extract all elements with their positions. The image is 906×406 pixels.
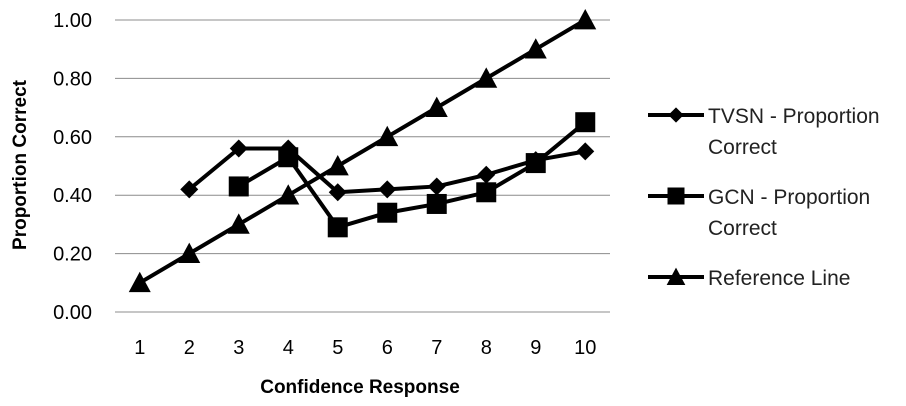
legend-label-line: Reference Line (708, 267, 850, 290)
series-diamond (180, 139, 595, 202)
y-tick-labels: 0.00 0.20 0.40 0.60 0.80 1.00 (53, 10, 92, 324)
data-point-triangle (574, 9, 597, 30)
x-tick-label: 3 (233, 337, 244, 359)
data-point-triangle (128, 271, 151, 293)
legend-label-line: Correct (708, 136, 777, 159)
series-triangle (128, 9, 597, 293)
data-point-triangle (475, 67, 498, 88)
x-tick-label: 7 (431, 337, 442, 359)
y-tick-label: 0.20 (53, 244, 92, 266)
x-tick-label: 1 (134, 337, 145, 359)
legend-label: Reference Line (708, 267, 850, 290)
data-point-diamond (229, 139, 248, 158)
data-point-triangle (277, 184, 300, 205)
data-point-diamond (328, 183, 347, 202)
data-point-diamond (576, 142, 595, 161)
x-tick-label: 8 (481, 337, 492, 359)
data-point-triangle (376, 125, 399, 147)
x-tick-label: 4 (283, 337, 294, 359)
legend-label: TVSN - Proportion Correct (708, 105, 880, 159)
legend-label-line: Correct (708, 217, 777, 240)
series-square (228, 112, 596, 238)
x-tick-label: 5 (332, 337, 343, 359)
data-point-square (278, 147, 299, 168)
x-tick-label: 6 (382, 337, 393, 359)
legend-label-line: GCN - Proportion (708, 186, 870, 209)
data-point-triangle (666, 267, 686, 285)
legend-entry: TVSN - Proportion Correct (648, 105, 880, 159)
y-tick-label: 0.80 (53, 68, 92, 90)
y-tick-label: 1.00 (53, 10, 92, 32)
y-tick-label: 0.00 (53, 302, 92, 324)
series-line (138, 18, 587, 285)
data-point-diamond (180, 180, 199, 199)
data-point-triangle (326, 155, 349, 176)
data-point-triangle (524, 38, 547, 59)
data-point-triangle (178, 242, 201, 263)
x-tick-label: 10 (574, 337, 596, 359)
data-series (128, 9, 597, 293)
legend-entry: Reference Line (648, 267, 850, 290)
x-tick-label: 2 (184, 337, 195, 359)
data-point-diamond (378, 180, 397, 199)
x-tick-label: 9 (530, 337, 541, 359)
x-tick-labels: 1 2 3 4 5 6 7 8 9 10 (134, 337, 596, 359)
y-axis-title: Proportion Correct (10, 79, 31, 250)
gridlines (115, 19, 610, 313)
data-point-square (377, 202, 398, 223)
data-point-triangle (227, 213, 250, 234)
y-tick-label: 0.60 (53, 127, 92, 149)
data-point-triangle (425, 96, 448, 117)
y-tick-label: 0.40 (53, 185, 92, 207)
legend-label: GCN - Proportion Correct (708, 186, 870, 240)
data-point-square (525, 153, 546, 174)
series-line (237, 120, 587, 230)
data-point-square (667, 187, 685, 205)
legend-entry: GCN - Proportion Correct (648, 186, 870, 240)
data-point-square (327, 217, 348, 238)
data-point-square (575, 112, 596, 133)
data-point-square (476, 182, 497, 203)
data-point-square (228, 176, 249, 197)
data-point-diamond (477, 165, 496, 184)
data-point-square (426, 193, 447, 214)
data-point-diamond (427, 177, 446, 196)
legend-label-line: TVSN - Proportion (708, 105, 880, 128)
data-point-diamond (668, 107, 684, 123)
x-axis-title: Confidence Response (260, 377, 460, 398)
